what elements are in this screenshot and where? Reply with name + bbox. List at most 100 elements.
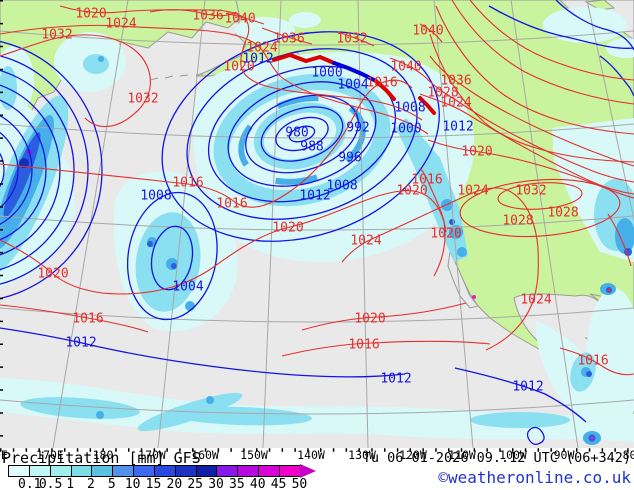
- front-layer: [272, 52, 436, 115]
- isobar-label: 1020: [396, 184, 427, 199]
- secondary-low: [126, 191, 218, 321]
- longitude-label: 90W: [554, 448, 575, 462]
- isobar-label: 1020: [461, 145, 492, 160]
- scale-overflow-arrow-icon: [300, 464, 316, 478]
- gulf-of-alaska-low: [161, 31, 440, 242]
- scale-cell: [237, 465, 259, 477]
- scale-cell: [112, 465, 134, 477]
- scale-value: 20: [166, 477, 183, 490]
- isobar-label: 1016: [172, 176, 203, 191]
- scale-cell: [278, 465, 301, 477]
- isobar-label: 1040: [412, 24, 443, 39]
- isobar-label: 1020: [354, 312, 385, 327]
- longitude-label: 150W: [240, 448, 268, 462]
- isobar-label: 1032: [515, 184, 546, 199]
- isobar-label: 1020: [430, 227, 461, 242]
- scale-value: 0.1: [18, 477, 42, 490]
- scale-cell: [133, 465, 154, 477]
- scale-cell: [195, 465, 217, 477]
- isobar-label: 1024: [520, 293, 551, 308]
- isobar-label: 1024: [350, 234, 381, 249]
- isobar-label: 1024: [457, 184, 488, 199]
- scale-cell: [174, 465, 196, 477]
- legend-model: GFS: [173, 449, 201, 467]
- isobar-label: 996: [338, 151, 361, 166]
- baja-california: [447, 250, 479, 309]
- scale-value: 15: [145, 477, 162, 490]
- longitude-label: 160W: [191, 448, 219, 462]
- legend-title: Precipitation [mm] GFS: [2, 449, 201, 467]
- longitude-label: 180: [93, 448, 114, 462]
- scale-cell: [258, 465, 279, 477]
- scale-value: 5: [107, 477, 116, 490]
- isobar-label: 1012: [512, 380, 543, 395]
- longitude-label: 110W: [448, 448, 476, 462]
- scale-value: 35: [229, 477, 245, 490]
- isobar-label: 1040: [390, 60, 421, 75]
- legend-title-text: Precipitation: [2, 449, 120, 467]
- isobar-label: 1000: [311, 66, 342, 81]
- scale-value: 2: [87, 477, 95, 490]
- isobar-label: 1024: [440, 96, 471, 111]
- longitude-label: 80W: [623, 448, 634, 462]
- scale-cell: [216, 465, 238, 477]
- scale-value: 50: [291, 477, 308, 490]
- precipitation-scale-bar: [8, 465, 301, 477]
- copyright-link[interactable]: ©weatheronline.co.uk: [438, 468, 631, 487]
- isobar-label: 1020: [272, 221, 303, 236]
- isobar-label: 1040: [224, 12, 255, 27]
- scale-cell: [70, 465, 92, 477]
- longitude-label: 130W: [348, 448, 376, 462]
- isobar-label: 1024: [105, 17, 136, 32]
- isobar-label: 1012: [299, 189, 330, 204]
- isobar-label: 1008: [140, 189, 171, 204]
- isobar-label: 1032: [336, 32, 367, 47]
- isobar-label: 1000: [390, 122, 421, 137]
- isobar-label: 1016: [366, 76, 397, 91]
- scale-value: 10: [124, 477, 141, 490]
- isobar-label: 1016: [411, 173, 442, 188]
- isobar-label: 1028: [502, 214, 533, 229]
- legend-unit: [mm]: [128, 449, 165, 467]
- scale-value: 45: [270, 477, 287, 490]
- scale-cell: [8, 465, 29, 477]
- scale-value: 0.5: [38, 477, 63, 490]
- isobar-label: 1028: [427, 86, 458, 101]
- isobar-label: 1004: [337, 78, 368, 93]
- isobar-label: 1020: [223, 60, 254, 75]
- scale-cell: [49, 465, 71, 477]
- isobar-label: 1024: [246, 41, 277, 56]
- isobar-label: 1008: [326, 179, 357, 194]
- longitude-axis-labels: 160E 170E 180 170W 160W 150W 140W 130W 120W 110W 1…: [0, 448, 634, 462]
- isobar-label: 1004: [172, 280, 203, 295]
- isobar-label: 1020: [75, 7, 106, 22]
- longitude-label: 160E: [0, 448, 8, 462]
- scale-cell: [91, 465, 113, 477]
- longitude-label: 170E: [36, 448, 64, 462]
- isobar-label: 1032: [41, 28, 72, 43]
- aleutian-islands: [149, 73, 204, 81]
- isobar-layer: [0, 0, 634, 445]
- precipitation-scale-labels: 0.1 0.5 1 2 5 10 15 20 25 30 35 40 45 50: [8, 477, 307, 490]
- isobar-label: 1036: [440, 74, 471, 89]
- isobar-label: 1032: [127, 92, 158, 107]
- isobar-label: 1036: [192, 9, 223, 24]
- isobar-label: 1008: [394, 101, 425, 116]
- longitude-label: 170W: [138, 448, 166, 462]
- isobar-label: 1012: [65, 336, 96, 351]
- isobar-label: 980: [285, 126, 308, 141]
- isobar-label: 1016: [216, 197, 247, 212]
- scale-cell: [153, 465, 175, 477]
- longitude-label: 100W: [499, 448, 527, 462]
- isobar-label: 1016: [72, 312, 103, 327]
- scale-value: 40: [249, 477, 266, 490]
- longitude-label: 140W: [297, 448, 325, 462]
- isobar-label: 1036: [273, 32, 304, 47]
- isobar-label: 1016: [577, 354, 608, 369]
- tropical-mark: [472, 295, 476, 299]
- isobar-label: 1012: [442, 120, 473, 135]
- isobar-label: 1020: [37, 267, 68, 282]
